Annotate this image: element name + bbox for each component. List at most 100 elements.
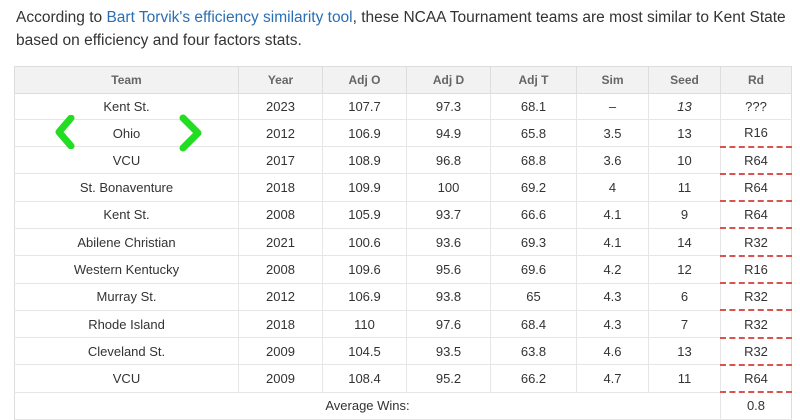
- adj-t-cell: 63.8: [490, 337, 577, 366]
- rd-cell: R32: [720, 310, 792, 339]
- adj-t-cell: 66.6: [490, 201, 577, 229]
- header-sim[interactable]: Sim: [576, 66, 649, 94]
- sim-cell: 3.6: [576, 146, 649, 175]
- rd-cell: R32: [720, 228, 792, 257]
- adj-t-cell: 65.8: [490, 119, 577, 148]
- rd-cell: R64: [720, 364, 792, 394]
- seed-cell: 11: [648, 364, 721, 393]
- seed-cell: 13: [648, 337, 721, 366]
- sim-cell: 4.6: [576, 337, 649, 366]
- rd-cell: R32: [720, 337, 792, 366]
- seed-cell: 6: [648, 283, 721, 311]
- rd-cell: R64: [720, 173, 792, 203]
- header-team[interactable]: Team: [14, 66, 239, 94]
- year-cell: 2008: [238, 201, 323, 229]
- year-cell: 2018: [238, 310, 323, 339]
- table-row: Rhode Island 2018 110 97.6 68.4 4.3 7 R32: [14, 310, 792, 339]
- table-row: Abilene Christian 2021 100.6 93.6 69.3 4.1 14 R…: [14, 228, 792, 257]
- team-cell: Murray St.: [14, 283, 239, 311]
- adj-t-cell: 69.3: [490, 228, 577, 257]
- header-adj-o[interactable]: Adj O: [322, 66, 407, 94]
- adj-t-cell: 68.1: [490, 93, 577, 121]
- rd-cell: R16: [720, 119, 792, 148]
- sim-cell: 4: [576, 173, 649, 202]
- adj-d-cell: 93.7: [406, 201, 491, 229]
- adj-o-cell: 108.4: [322, 364, 407, 393]
- adj-d-cell: 93.5: [406, 337, 491, 366]
- adj-t-cell: 66.2: [490, 364, 577, 393]
- header-adj-t[interactable]: Adj T: [490, 66, 577, 94]
- adj-d-cell: 95.2: [406, 364, 491, 393]
- intro-suffix: , these NCAA Tournament teams are most s…: [16, 9, 786, 49]
- table-row: Western Kentucky 2008 109.6 95.6 69.6 4.2 12 R1…: [14, 255, 792, 285]
- adj-t-cell: 65: [490, 283, 577, 311]
- seed-cell: 9: [648, 201, 721, 229]
- sim-cell: –: [576, 93, 649, 121]
- rd-cell: R32: [720, 283, 792, 312]
- rd-cell: R16: [720, 255, 792, 285]
- rd-cell: ???: [720, 93, 792, 121]
- seed-cell: 13: [648, 93, 721, 121]
- team-cell: Western Kentucky: [14, 255, 239, 284]
- year-cell: 2012: [238, 119, 323, 148]
- seed-cell: 7: [648, 310, 721, 339]
- team-cell: Cleveland St.: [14, 337, 239, 366]
- header-year[interactable]: Year: [238, 66, 323, 94]
- adj-o-cell: 108.9: [322, 146, 407, 175]
- seed-cell: 12: [648, 255, 721, 284]
- team-cell: Rhode Island: [14, 310, 239, 339]
- torvik-tool-link[interactable]: Bart Torvik's efficiency similarity tool: [106, 9, 353, 26]
- adj-o-cell: 104.5: [322, 337, 407, 366]
- adj-o-cell: 100.6: [322, 228, 407, 257]
- adj-d-cell: 100: [406, 173, 491, 202]
- sim-cell: 4.3: [576, 310, 649, 339]
- sim-cell: 4.7: [576, 364, 649, 393]
- seed-cell: 13: [648, 119, 721, 148]
- rd-cell: R64: [720, 146, 792, 175]
- adj-o-cell: 106.9: [322, 119, 407, 148]
- adj-o-cell: 109.9: [322, 173, 407, 202]
- adj-o-cell: 107.7: [322, 93, 407, 121]
- sim-cell: 4.1: [576, 201, 649, 229]
- adj-t-cell: 68.8: [490, 146, 577, 175]
- adj-o-cell: 109.6: [322, 255, 407, 284]
- adj-d-cell: 97.6: [406, 310, 491, 339]
- sim-cell: 4.3: [576, 283, 649, 311]
- sim-cell: 4.2: [576, 255, 649, 284]
- seed-cell: 14: [648, 228, 721, 257]
- rd-cell: R64: [720, 201, 792, 230]
- team-cell: Kent St.: [14, 93, 239, 121]
- team-cell: VCU: [14, 364, 239, 393]
- year-cell: 2017: [238, 146, 323, 175]
- adj-d-cell: 93.8: [406, 283, 491, 311]
- adj-t-cell: 69.6: [490, 255, 577, 284]
- adj-o-cell: 106.9: [322, 283, 407, 311]
- year-cell: 2009: [238, 337, 323, 366]
- header-rd[interactable]: Rd: [720, 66, 792, 94]
- adj-t-cell: 69.2: [490, 173, 577, 202]
- year-cell: 2008: [238, 255, 323, 284]
- adj-d-cell: 94.9: [406, 119, 491, 148]
- year-cell: 2009: [238, 364, 323, 393]
- header-adj-d[interactable]: Adj D: [406, 66, 491, 94]
- intro-prefix: According to: [16, 9, 107, 26]
- similarity-table-container: Team Year Adj O Adj D Adj T Sim Seed Rd …: [14, 66, 792, 420]
- left-chevron-annotation-icon: [55, 115, 75, 149]
- team-cell: Kent St.: [14, 201, 239, 229]
- adj-o-cell: 110: [322, 310, 407, 339]
- table-body: Kent St. 2023 107.7 97.3 68.1–13??? Ohio 2012 1…: [14, 93, 792, 394]
- table-row: St. Bonaventure 2018 109.9 100 69.2 4 11 R64: [14, 173, 792, 203]
- table-row: Cleveland St. 2009 104.5 93.5 63.8 4.6 13 R32: [14, 337, 792, 366]
- team-cell: VCU: [14, 146, 239, 175]
- average-wins-label: Average Wins:: [14, 392, 721, 420]
- year-cell: 2021: [238, 228, 323, 257]
- header-seed[interactable]: Seed: [648, 66, 721, 94]
- seed-cell: 10: [648, 146, 721, 175]
- sim-cell: 4.1: [576, 228, 649, 257]
- table-row: VCU 2017 108.9 96.8 68.8 3.6 10 R64: [14, 146, 792, 175]
- table-row: Murray St. 2012 106.9 93.8 65 4.3 6 R32: [14, 283, 792, 312]
- table-row: Kent St. 2023 107.7 97.3 68.1–13???: [14, 93, 792, 121]
- adj-d-cell: 97.3: [406, 93, 491, 121]
- team-cell: St. Bonaventure: [14, 173, 239, 202]
- team-cell: Abilene Christian: [14, 228, 239, 257]
